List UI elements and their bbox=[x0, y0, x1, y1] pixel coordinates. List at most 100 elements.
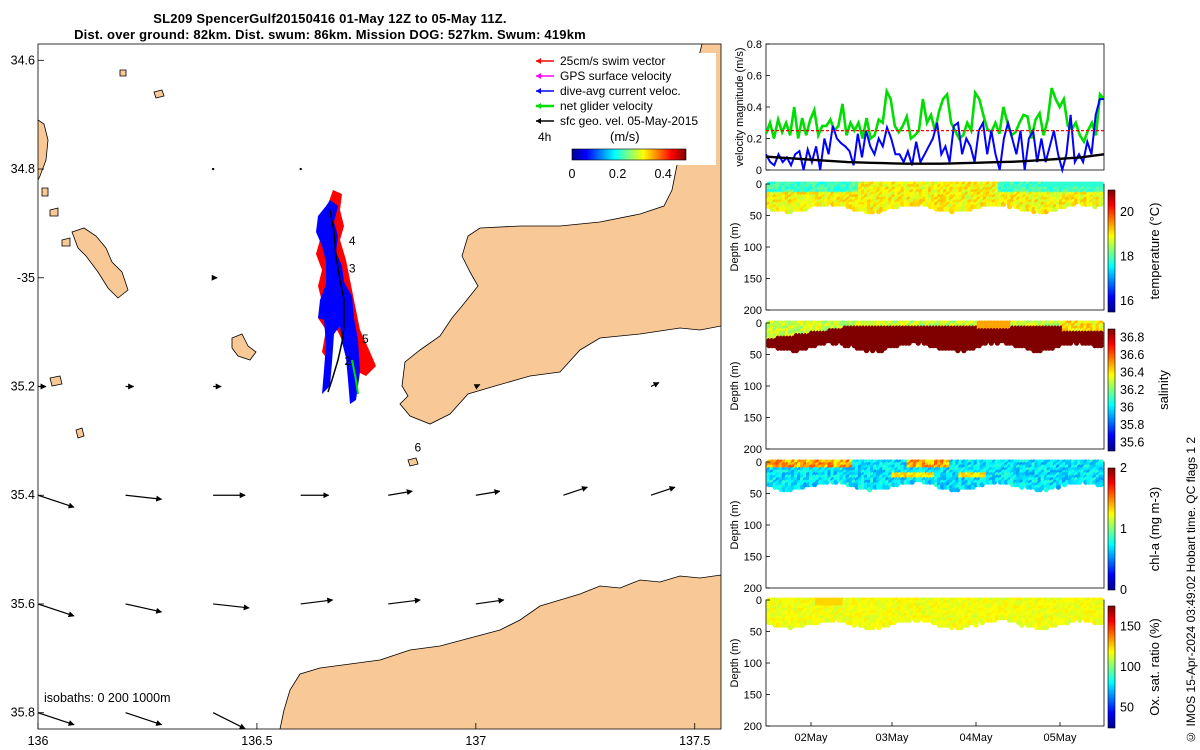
island-small-8 bbox=[41, 187, 49, 197]
legend-arrowhead bbox=[536, 88, 541, 94]
sfc-vector-arrow bbox=[388, 489, 413, 496]
depth-tick-label: 150 bbox=[744, 552, 762, 564]
legend-arrowhead bbox=[536, 103, 541, 109]
glider-path-black bbox=[327, 209, 345, 393]
depth-tick-label: 150 bbox=[744, 413, 762, 425]
colorbar-tick-label: 0 bbox=[569, 167, 576, 181]
legend-arrowhead bbox=[536, 58, 541, 64]
depth-tick-label: 0 bbox=[756, 595, 762, 607]
section-data-point bbox=[1098, 620, 1104, 626]
velocity-ytick-label: 0.8 bbox=[747, 39, 762, 51]
section-data-point bbox=[973, 622, 979, 628]
map-lat-tick-label: 34.8 bbox=[11, 162, 35, 176]
colorbar-label: temperature (°C) bbox=[1147, 203, 1162, 300]
velocity-ytick-label: 0.6 bbox=[747, 71, 762, 83]
day-label: 2 bbox=[344, 354, 351, 368]
figure-title-line2: Dist. over ground: 82km. Dist. swum: 86k… bbox=[74, 27, 586, 42]
legend-label: 25cm/s swim vector bbox=[560, 54, 665, 68]
map-lat-tick-label: 34.6 bbox=[11, 53, 35, 67]
legend-arrowhead bbox=[536, 73, 541, 79]
time-tick-label: 04May bbox=[959, 732, 993, 744]
sfc-vector-arrow bbox=[213, 603, 250, 611]
colorbar-tick-label: 2 bbox=[1120, 461, 1127, 475]
velocity-ylabel: velocity magnitude (m/s) bbox=[734, 47, 746, 166]
time-tick-label: 05May bbox=[1043, 732, 1077, 744]
map-lat-tick-label: 35.8 bbox=[11, 706, 35, 720]
colorbar-tick-label: 16 bbox=[1120, 294, 1134, 308]
sfc-vector-arrow bbox=[475, 489, 501, 496]
legend-label: sfc geo. vel. 05-May-2015 bbox=[560, 114, 698, 128]
colorbar-tick-label: 36.6 bbox=[1120, 348, 1144, 362]
sfc-vector-arrow bbox=[38, 494, 75, 509]
sfc-vector-arrow bbox=[473, 383, 481, 390]
sfc-vector-arrow bbox=[650, 381, 660, 388]
credit-text: © IMOS 15-Apr-2024 03:49:02 Hobart time.… bbox=[1184, 437, 1198, 744]
colorbar-label: chl-a (mg m-3) bbox=[1147, 487, 1162, 572]
sfc-vector-dot bbox=[299, 167, 302, 171]
island-small-3 bbox=[407, 457, 419, 467]
net-glider-velocity-green bbox=[351, 359, 359, 395]
section-colorbar bbox=[1107, 467, 1116, 591]
land-yorke-peninsula bbox=[399, 44, 721, 425]
island-thistle bbox=[231, 333, 257, 361]
colorbar-label: salinity bbox=[1156, 370, 1171, 410]
legend-label: GPS surface velocity bbox=[560, 69, 671, 83]
dive-avg-current-blue bbox=[316, 200, 360, 404]
depth-tick-label: 200 bbox=[744, 444, 762, 456]
sfc-vector-arrow bbox=[38, 712, 75, 726]
depth-tick-label: 200 bbox=[744, 305, 762, 317]
figure-title-line1: SL209 SpencerGulf20150416 01-May 12Z to … bbox=[153, 11, 507, 26]
depth-tick-label: 150 bbox=[744, 690, 762, 702]
day-label: 5 bbox=[362, 332, 369, 346]
depth-tick-label: 0 bbox=[756, 318, 762, 330]
sfc-vector-arrow bbox=[125, 494, 163, 502]
isobaths-label: isobaths: 0 200 1000m bbox=[44, 691, 170, 705]
colorbar-tick-label: 36 bbox=[1120, 400, 1134, 414]
depth-tick-label: 100 bbox=[744, 381, 762, 393]
island-small-4 bbox=[49, 207, 59, 217]
legend-arrowhead bbox=[536, 118, 541, 124]
section-data-point bbox=[1098, 201, 1104, 207]
colorbar-tick-label: 150 bbox=[1120, 619, 1141, 633]
section-data-point bbox=[1055, 484, 1061, 490]
colorbar-tick-label: 36.2 bbox=[1120, 383, 1144, 397]
map-lon-tick-label: 137 bbox=[465, 734, 486, 748]
map-axis-ticks: 136 136.5 137 137.534.634.8-3535.235.435.63… bbox=[11, 53, 711, 748]
day-label: 3 bbox=[349, 261, 356, 275]
island-small-1 bbox=[153, 89, 165, 99]
sfc-vector-arrow bbox=[300, 597, 334, 605]
colorbar-tick-label: 18 bbox=[1120, 250, 1134, 264]
land-southern-coast bbox=[279, 574, 721, 729]
depth-tick-label: 100 bbox=[744, 520, 762, 532]
depth-tick-label: 50 bbox=[750, 489, 762, 501]
colorbar-tick-label: 35.6 bbox=[1120, 435, 1144, 449]
map-lat-tick-label: 35.4 bbox=[11, 488, 35, 502]
colorbar-tick-label: 50 bbox=[1120, 701, 1134, 715]
velocity-panel: 0 0.2 0.4 0.6 0.8 velocity magnitude (m/s) bbox=[734, 39, 1105, 177]
velocity-ytick-label: 0.4 bbox=[747, 102, 762, 114]
map-lon-tick-label: 136 bbox=[28, 734, 49, 748]
sfc-vector-arrow bbox=[563, 486, 588, 496]
section-data-point bbox=[1098, 343, 1104, 349]
day-label: 6 bbox=[415, 441, 422, 455]
section-colorbar bbox=[1107, 189, 1116, 313]
colorbar-tick-label: 100 bbox=[1120, 660, 1141, 674]
velocity-colorbar bbox=[571, 148, 687, 161]
colorbar-unit-label: (m/s) bbox=[610, 129, 640, 144]
map-lon-tick-label: 136.5 bbox=[241, 734, 272, 748]
velocity-ytick-label: 0.2 bbox=[747, 134, 762, 146]
section-colorbar bbox=[1107, 328, 1116, 452]
velocity-ytick-label: 0 bbox=[756, 165, 762, 177]
sfc-vector-arrow bbox=[125, 712, 163, 726]
legend-box bbox=[528, 53, 716, 165]
depth-axis-label: Depth (m) bbox=[729, 362, 741, 411]
depth-tick-label: 200 bbox=[744, 721, 762, 733]
depth-tick-label: 200 bbox=[744, 583, 762, 595]
colorbar-label: Ox. sat. ratio (%) bbox=[1147, 618, 1162, 716]
depth-axis-label: Depth (m) bbox=[729, 223, 741, 272]
